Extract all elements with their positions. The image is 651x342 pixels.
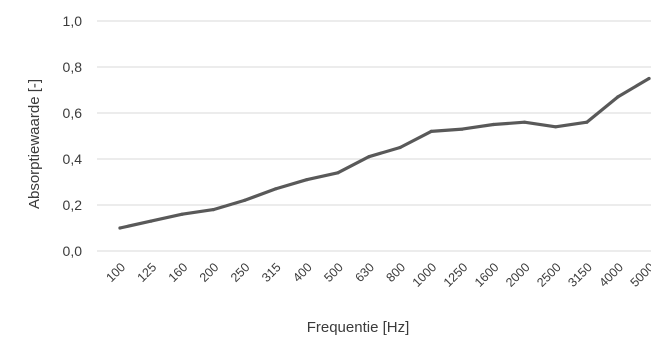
data-point [647,76,651,81]
y-tick-label: 0,8 [63,59,83,75]
y-tick-label: 1,0 [63,13,83,29]
x-tick-label: 630 [352,260,377,285]
x-tick-label: 5000 [628,260,651,290]
x-tick-label: 1250 [441,260,471,290]
data-point [585,120,589,124]
data-point [460,127,464,131]
x-axis-ticks: 100 125 160 200 250 315 400 500 630 800 1000 1250 16… [103,260,651,290]
data-point [616,95,620,99]
x-tick-label: 2500 [534,260,564,290]
gridlines [97,20,651,252]
x-tick-label: 125 [135,260,160,285]
x-tick-label: 160 [166,260,191,285]
data-point [305,178,309,182]
x-tick-label: 400 [290,260,315,285]
x-tick-label: 315 [259,260,284,285]
data-point [554,125,558,129]
x-axis-title: Frequentie [Hz] [307,319,410,336]
x-tick-label: 1000 [410,260,440,290]
data-point [149,219,153,223]
data-point [211,208,215,212]
x-tick-label: 1600 [472,260,502,290]
y-tick-label: 0,0 [63,243,83,259]
data-point [118,226,122,230]
x-tick-label: 500 [321,260,346,285]
y-tick-label: 0,2 [63,197,83,213]
x-tick-label: 3150 [565,260,595,290]
x-tick-label: 2000 [503,260,533,290]
x-tick-label: 100 [103,260,128,285]
data-point [273,187,278,191]
x-tick-label: 800 [384,260,409,285]
data-point [180,212,184,216]
y-tick-label: 0,6 [63,105,83,121]
data-point [398,145,402,150]
series-layer [118,76,651,230]
y-tick-label: 0,4 [63,151,83,167]
data-point [429,129,433,133]
data-point [491,122,496,127]
y-axis-title: Absorptiewaarde [-] [26,79,43,209]
data-point [242,198,247,202]
data-point [367,155,371,159]
data-point [522,120,527,124]
y-axis-ticks: 0,0 0,2 0,4 0,6 0,8 1,0 [63,13,83,259]
series-line-0 [118,76,651,230]
x-tick-label: 200 [197,260,222,285]
x-tick-label: 250 [228,260,253,285]
x-tick-label: 4000 [596,260,626,290]
data-point [336,171,340,175]
